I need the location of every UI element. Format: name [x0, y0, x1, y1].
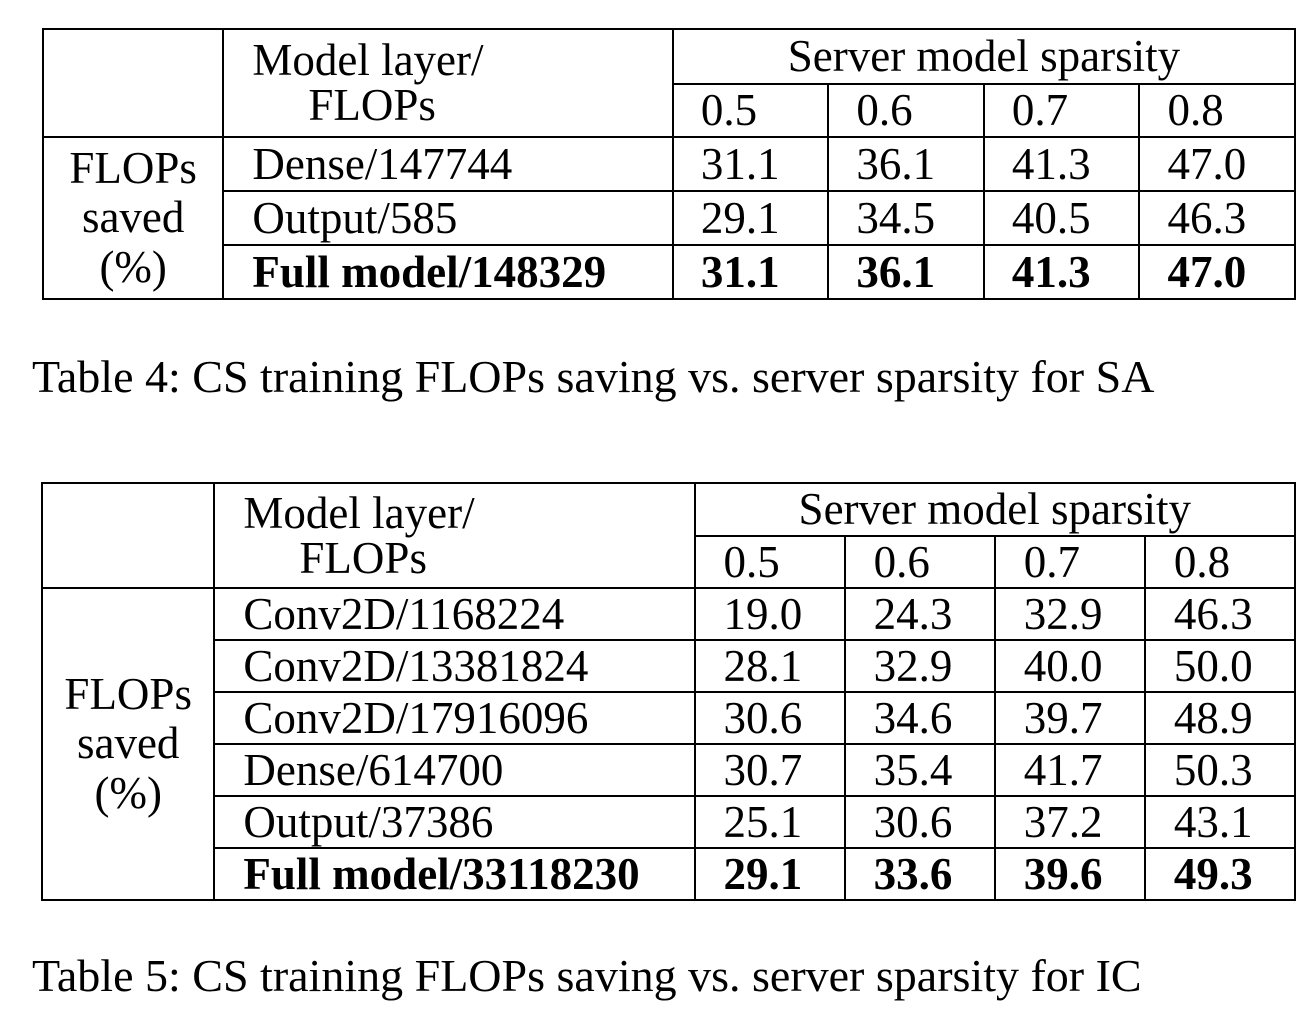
value-cell: 49.3	[1143, 847, 1296, 901]
layer-column-header: Model layer/ FLOPs	[222, 28, 674, 138]
value-cell: 39.7	[993, 691, 1146, 745]
value-cell: 46.3	[1143, 587, 1296, 641]
flops-saving-table-ic: Model layer/ FLOPs Server model sparsity…	[40, 482, 1296, 901]
value-cell: 30.7	[693, 743, 846, 797]
layer-cell: Full model/148329	[222, 244, 674, 300]
value-cell: 41.3	[982, 136, 1141, 192]
table-row: FLOPs saved (%) Conv2D/1168224 19.0 24.3 32.9 4…	[40, 587, 1296, 901]
table-row: Output/37386 25.1 30.6 37.2 43.1	[42, 795, 1296, 849]
value-cell: 30.6	[843, 795, 996, 849]
value-cell: 40.5	[982, 190, 1141, 246]
stub-label-line2: saved	[81, 192, 185, 243]
layer-cell: Conv2D/13381824	[213, 639, 696, 693]
table-row: Output/585 29.1 34.5 40.5 46.3	[43, 190, 1296, 246]
layer-cell: Conv2D/1168224	[213, 587, 696, 641]
value-cell: 36.1	[827, 136, 985, 192]
value-cell: 47.0	[1138, 136, 1296, 192]
value-cell: 43.1	[1143, 795, 1296, 849]
table-4-caption: Table 4: CS training FLOPs saving vs. se…	[32, 351, 1155, 402]
value-cell: 36.1	[827, 244, 985, 300]
value-cell: 31.1	[671, 136, 830, 192]
stub-label-line1: FLOPs	[69, 142, 197, 193]
sparsity-header-cell: 0.7	[982, 83, 1141, 138]
layer-header-line1: Model layer/	[252, 35, 484, 85]
layer-cell: Dense/614700	[213, 743, 696, 797]
flops-saved-stub: FLOPs saved (%)	[41, 136, 225, 300]
table-row: Full model/148329 31.1 36.1 41.3 47.0	[43, 244, 1296, 300]
value-cell: 50.0	[1143, 639, 1296, 693]
layer-header-line2: FLOPs	[299, 532, 427, 583]
table-row: Conv2D/17916096 30.6 34.6 39.7 48.9	[42, 691, 1296, 745]
layer-cell: Output/585	[222, 190, 674, 246]
value-cell: 50.3	[1143, 743, 1296, 797]
layer-header-line2: FLOPs	[308, 80, 436, 130]
layer-header-line1: Model layer/	[243, 487, 475, 538]
layer-cell: Full model/33118230	[213, 847, 696, 901]
value-cell: 34.5	[827, 190, 985, 246]
value-cell: 32.9	[843, 639, 996, 693]
table-5-caption: Table 5: CS training FLOPs saving vs. se…	[32, 950, 1142, 1001]
value-cell: 46.3	[1138, 190, 1296, 246]
sparsity-header-cell: 0.5	[671, 83, 830, 138]
value-cell: 48.9	[1143, 691, 1296, 745]
value-cell: 37.2	[993, 795, 1146, 849]
table-row: FLOPs saved (%) Dense/147744 31.1 36.1 41.3 47.…	[41, 136, 1296, 300]
value-cell: 34.6	[843, 691, 996, 745]
value-cell: 29.1	[671, 190, 830, 246]
stub-label-line3: (%)	[99, 241, 167, 292]
sparsity-group-header: Server model sparsity	[693, 482, 1296, 537]
layer-cell: Dense/147744	[222, 136, 674, 192]
value-cell: 39.6	[993, 847, 1146, 901]
empty-corner-cell	[41, 28, 225, 138]
value-cell: 41.7	[993, 743, 1146, 797]
layer-column-header: Model layer/ FLOPs	[213, 482, 696, 589]
value-cell: 40.0	[993, 639, 1146, 693]
empty-corner-cell	[40, 482, 216, 589]
sparsity-header-cell: 0.6	[843, 535, 996, 589]
sparsity-header-cell: 0.5	[693, 535, 846, 589]
value-cell: 47.0	[1138, 244, 1296, 300]
value-cell: 29.1	[693, 847, 846, 901]
value-cell: 30.6	[693, 691, 846, 745]
sparsity-group-header: Server model sparsity	[671, 28, 1296, 85]
table-row: Conv2D/13381824 28.1 32.9 40.0 50.0	[42, 639, 1296, 693]
value-cell: 31.1	[671, 244, 830, 300]
table-row: Dense/614700 30.7 35.4 41.7 50.3	[42, 743, 1296, 797]
value-cell: 32.9	[993, 587, 1146, 641]
layer-cell: Conv2D/17916096	[213, 691, 696, 745]
stub-label-line3: (%)	[94, 767, 162, 818]
sparsity-header-cell: 0.7	[993, 535, 1146, 589]
value-cell: 24.3	[843, 587, 996, 641]
value-cell: 25.1	[693, 795, 846, 849]
flops-saving-table-sa: Model layer/ FLOPs Server model sparsity…	[41, 28, 1296, 300]
value-cell: 35.4	[843, 743, 996, 797]
value-cell: 41.3	[982, 244, 1141, 300]
value-cell: 33.6	[843, 847, 996, 901]
sparsity-header-cell: 0.8	[1138, 83, 1296, 138]
value-cell: 19.0	[693, 587, 846, 641]
layer-cell: Output/37386	[213, 795, 696, 849]
table-5: Model layer/ FLOPs Server model sparsity…	[40, 482, 1296, 901]
table-row: Full model/33118230 29.1 33.6 39.6 49.3	[42, 847, 1296, 901]
value-cell: 28.1	[693, 639, 846, 693]
flops-saved-stub: FLOPs saved (%)	[40, 587, 216, 901]
sparsity-header-cell: 0.6	[827, 83, 985, 138]
stub-label-line1: FLOPs	[64, 668, 192, 719]
table-4: Model layer/ FLOPs Server model sparsity…	[41, 28, 1296, 300]
stub-label-line2: saved	[76, 718, 180, 769]
sparsity-header-cell: 0.8	[1143, 535, 1296, 589]
